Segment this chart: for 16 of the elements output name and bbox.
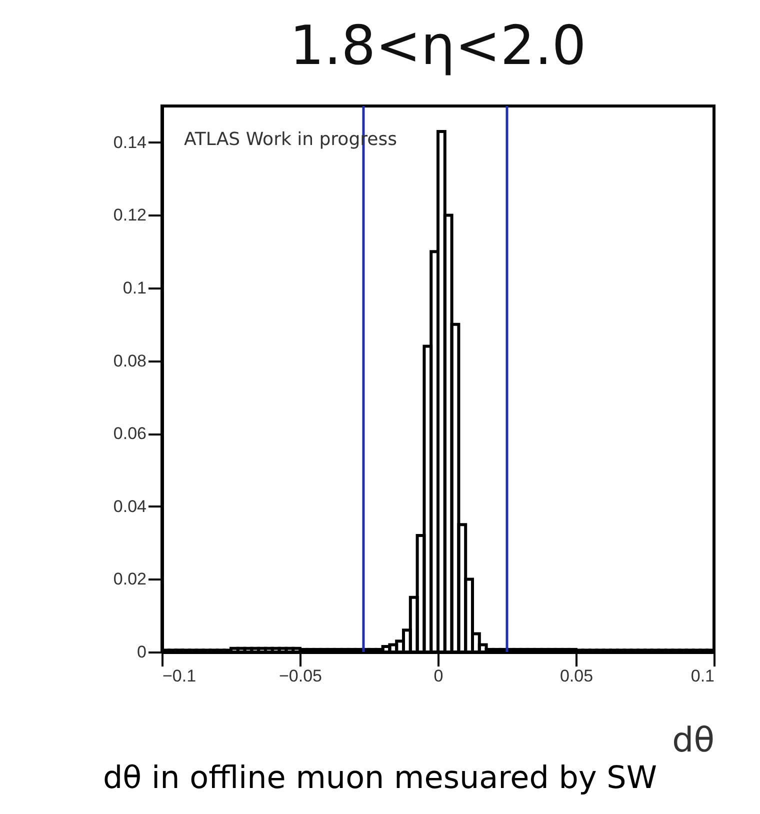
y-tick-label: 0.02 [113, 570, 146, 589]
y-tick-label: 0 [137, 642, 146, 662]
x-tick-label: 0 [434, 666, 444, 686]
y-tick-label: 0.04 [113, 496, 146, 516]
y-tick-label: 0.1 [122, 278, 146, 298]
x-axis-title: dθ [672, 720, 714, 760]
text: dθ in offline muon mesuared by SW [102, 760, 658, 796]
x-tick-label: −0.1 [162, 666, 196, 686]
y-tick-label: 0.14 [113, 132, 146, 152]
y-tick-label: 0.06 [113, 424, 146, 444]
y-tick-label: 0.08 [113, 351, 146, 370]
x-tick-label: 0.05 [560, 666, 594, 686]
y-tick-label: 0.12 [113, 206, 146, 225]
chart-title: 1.8<η<2.0 [290, 14, 586, 77]
x-tick-label: 0.1 [690, 666, 714, 686]
x-tick-label: −0.05 [278, 666, 322, 686]
